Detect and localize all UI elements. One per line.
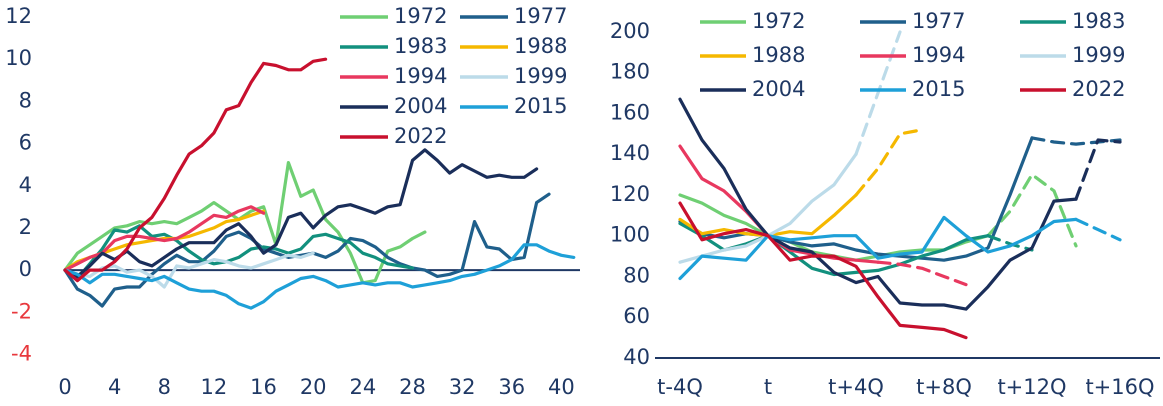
legend-label: 1999 (514, 64, 567, 88)
series-line (63, 148, 539, 278)
series-line (63, 224, 415, 281)
y-tick-label: 12 (5, 4, 32, 28)
y-tick-label: 6 (19, 131, 32, 155)
series-line-dashed (1074, 138, 1122, 201)
legend-label: 1972 (752, 9, 805, 33)
legend-label: 1999 (1072, 43, 1125, 67)
y-tick-label: 160 (610, 100, 650, 124)
x-tick-label: 36 (498, 375, 525, 399)
x-tick-label: t+12Q (997, 375, 1066, 399)
y-tick-label: 120 (610, 182, 650, 206)
series-line (678, 201, 968, 340)
y-tick-label: 100 (610, 223, 650, 247)
x-tick-label: 40 (548, 375, 575, 399)
series-line-dashed (986, 234, 1034, 252)
x-tick-label: t+4Q (828, 375, 884, 399)
legend-label: 2015 (514, 94, 567, 118)
legend-label: 1988 (514, 34, 567, 58)
y-tick-label: 0 (19, 257, 32, 281)
legend-label: 1994 (912, 43, 965, 67)
y-tick-label: 10 (5, 46, 32, 70)
series-line (63, 192, 551, 308)
x-tick-label: 4 (108, 375, 121, 399)
series-line-dashed (1030, 136, 1122, 146)
series-line (678, 152, 858, 264)
x-tick-label: t+16Q (1085, 375, 1154, 399)
x-tick-label: 16 (250, 375, 277, 399)
y-tick-label: 200 (610, 19, 650, 43)
legend-label: 1994 (394, 64, 447, 88)
series-line (678, 136, 1034, 262)
y-tick-label: -4 (11, 341, 32, 365)
series-line-dashed (876, 260, 968, 287)
x-tick-label: t (764, 375, 772, 399)
series-line (63, 161, 427, 285)
x-tick-label: 20 (300, 375, 327, 399)
x-tick-label: 8 (158, 375, 171, 399)
series-line (63, 57, 328, 283)
y-tick-label: 80 (623, 263, 650, 287)
series-line-dashed (986, 173, 1078, 248)
series-line (63, 243, 576, 310)
x-tick-label: 24 (349, 375, 376, 399)
legend-label: 2004 (394, 94, 447, 118)
x-tick-label: 28 (399, 375, 426, 399)
legend-label: 2022 (1072, 77, 1125, 101)
series-line (678, 193, 858, 238)
legend-label: 2015 (912, 77, 965, 101)
y-tick-label: 140 (610, 141, 650, 165)
y-tick-label: -2 (11, 299, 32, 323)
series-line-dashed (1074, 217, 1122, 242)
legend-label: 1977 (514, 4, 567, 28)
x-tick-label: t+8Q (916, 375, 972, 399)
legend-label: 1977 (912, 9, 965, 33)
legend-label: 1983 (394, 34, 447, 58)
y-tick-label: 2 (19, 215, 32, 239)
x-tick-label: 32 (449, 375, 476, 399)
x-tick-label: t-4Q (657, 375, 703, 399)
series-line (63, 205, 266, 272)
legend-label: 2022 (394, 124, 447, 148)
y-tick-label: 4 (19, 173, 32, 197)
x-tick-label: 0 (58, 375, 71, 399)
series-line (678, 97, 1078, 311)
x-tick-label: 12 (201, 375, 228, 399)
y-tick-label: 8 (19, 88, 32, 112)
legend-label: 1983 (1072, 9, 1125, 33)
y-tick-label: 180 (610, 60, 650, 84)
series-line (678, 215, 1078, 281)
legend-label: 1988 (752, 43, 805, 67)
series-line-dashed (854, 30, 902, 156)
legend-label: 1972 (394, 4, 447, 28)
y-tick-label: 40 (623, 345, 650, 369)
series-line-dashed (854, 128, 924, 197)
legend-label: 2004 (752, 77, 805, 101)
y-tick-label: 60 (623, 304, 650, 328)
